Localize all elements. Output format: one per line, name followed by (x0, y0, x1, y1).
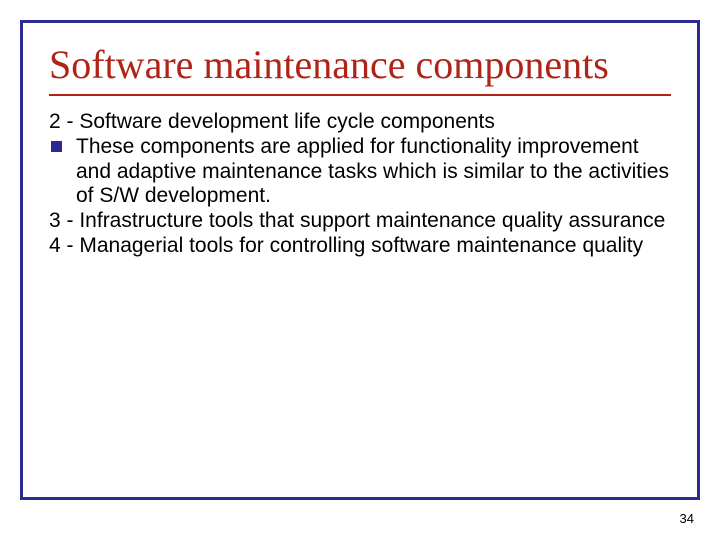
body-text: 2 - Software development life cycle comp… (49, 110, 671, 259)
slide-title: Software maintenance components (49, 41, 671, 88)
slide-frame: Software maintenance components 2 - Soft… (20, 20, 700, 500)
square-bullet-icon (51, 141, 62, 152)
item-2-heading: 2 - Software development life cycle comp… (49, 110, 671, 135)
item-4-heading: 4 - Managerial tools for controlling sof… (49, 234, 671, 259)
item-3-heading: 3 - Infrastructure tools that support ma… (49, 209, 671, 234)
page-number: 34 (680, 511, 694, 526)
title-underline (49, 94, 671, 96)
content-area: Software maintenance components 2 - Soft… (23, 23, 697, 279)
bullet-item: These components are applied for functio… (49, 135, 671, 209)
bullet-text: These components are applied for functio… (76, 135, 671, 209)
